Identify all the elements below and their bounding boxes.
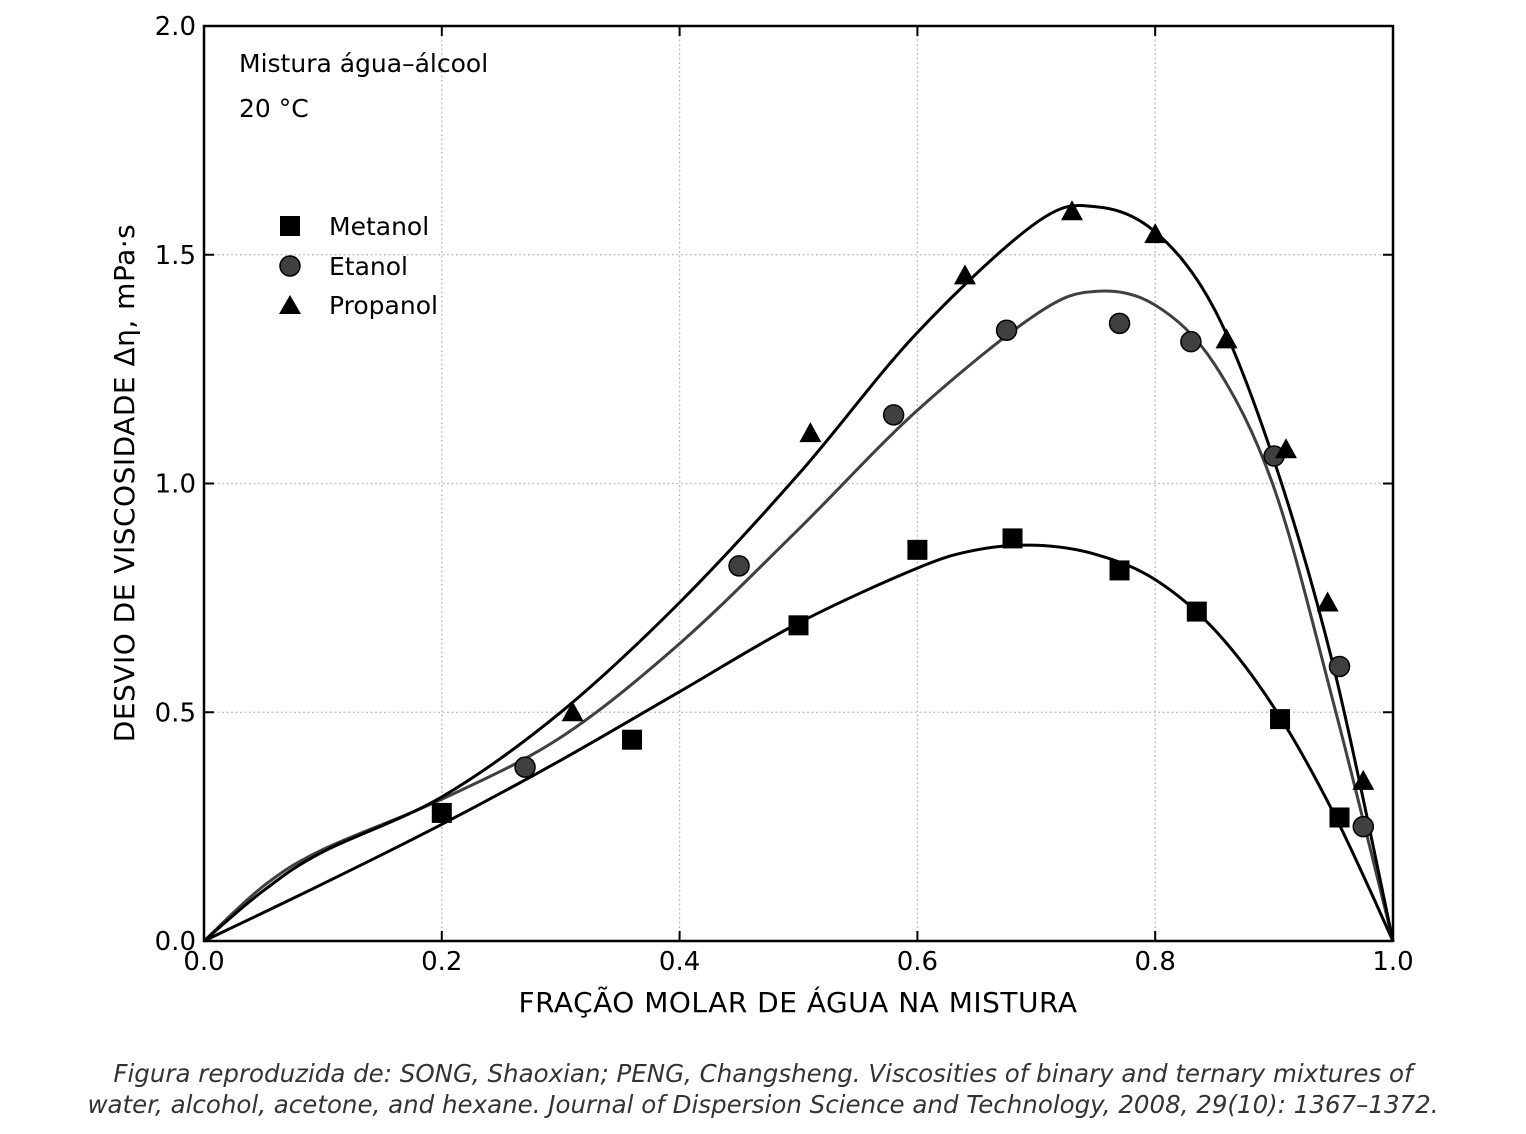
marker-metanol: [1002, 528, 1023, 549]
marker-metanol: [622, 729, 643, 750]
y-tick-label: 2.0: [155, 12, 196, 42]
marker-metanol: [431, 802, 452, 823]
y-tick-label: 1.5: [155, 241, 196, 271]
caption-line-2: water, alcohol, acetone, and hexane. Jou…: [87, 1090, 1439, 1119]
legend-label-propanol: Propanol: [329, 291, 438, 320]
marker-etanol: [514, 756, 536, 778]
legend-square-icon: [280, 216, 300, 236]
marker-propanol: [1352, 769, 1375, 790]
y-tick-label: 1.0: [155, 470, 196, 500]
marker-propanol: [953, 264, 976, 285]
grid-lines: [204, 26, 1393, 941]
marker-metanol: [1329, 807, 1350, 828]
marker-propanol: [1316, 591, 1339, 612]
x-axis-label: FRAÇÃO MOLAR DE ÁGUA NA MISTURA: [518, 985, 1077, 1019]
tick-labels: 0.0 0.2 0.4 0.6 0.8 1.0 0.0 0.5 1.0 1.5 2.0: [155, 12, 1414, 977]
viscosity-deviation-chart: 0.0 0.2 0.4 0.6 0.8 1.0 0.0 0.5 1.0 1.5 2.0 FRAÇÃO…: [108, 12, 1414, 1019]
x-tick-label: 1.0: [1372, 947, 1413, 977]
marker-metanol: [1270, 709, 1291, 730]
marker-metanol: [1186, 601, 1207, 622]
legend-circle-icon: [279, 255, 301, 277]
x-tick-label: 0.2: [421, 947, 462, 977]
curve-propanol: [203, 204, 1395, 943]
legend-label-etanol: Etanol: [329, 252, 408, 281]
marker-propanol: [799, 422, 822, 443]
annotation-mixture: Mistura água–álcool: [239, 49, 488, 78]
x-tick-label: 0.0: [183, 947, 224, 977]
y-axis-label: DESVIO DE VISCOSIDADE Δη, mPa·s: [108, 224, 141, 742]
axis-ticks: [203, 25, 1394, 942]
marker-propanol: [561, 701, 584, 722]
legend: Metanol Etanol Propanol: [279, 212, 438, 320]
legend-triangle-icon: [279, 295, 301, 314]
legend-label-metanol: Metanol: [329, 212, 429, 241]
data-markers: [431, 200, 1375, 838]
x-tick-label: 0.6: [897, 947, 938, 977]
marker-propanol: [1274, 438, 1297, 459]
caption-line-1: Figura reproduzida de: SONG, Shaoxian; P…: [113, 1059, 1413, 1088]
marker-propanol: [1215, 328, 1238, 349]
y-tick-label: 0.0: [155, 927, 196, 957]
annotation-temperature: 20 °C: [239, 94, 309, 123]
marker-etanol: [1108, 312, 1131, 335]
marker-etanol: [995, 319, 1018, 341]
marker-etanol: [882, 404, 905, 426]
marker-metanol: [907, 539, 928, 560]
marker-metanol: [1109, 560, 1130, 581]
marker-metanol: [788, 615, 809, 636]
marker-etanol: [1180, 330, 1202, 353]
curve-metanol: [203, 543, 1395, 943]
marker-etanol: [1352, 815, 1375, 838]
x-tick-label: 0.4: [659, 947, 700, 977]
figure-caption: Figura reproduzida de: SONG, Shaoxian; P…: [0, 1058, 1526, 1120]
marker-propanol: [1060, 200, 1083, 221]
marker-etanol: [1328, 655, 1351, 678]
marker-propanol: [1144, 223, 1167, 244]
fitted-curves: [202, 204, 1395, 943]
y-tick-label: 0.5: [155, 698, 196, 728]
x-tick-label: 0.8: [1135, 947, 1176, 977]
marker-etanol: [728, 555, 750, 577]
